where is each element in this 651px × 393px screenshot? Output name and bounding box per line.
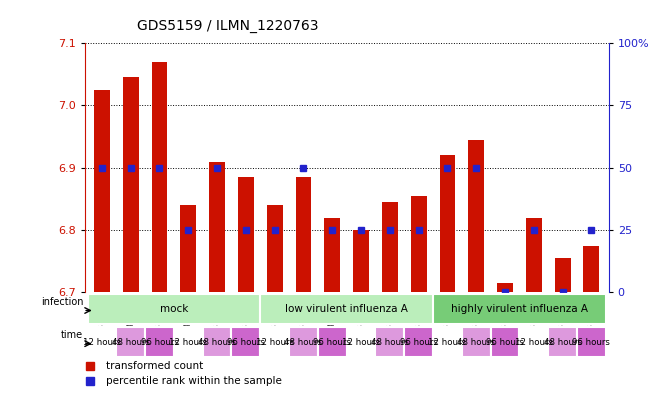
Bar <box>497 283 513 292</box>
Text: infection: infection <box>41 297 83 307</box>
Text: 12 hours: 12 hours <box>256 338 294 347</box>
Bar <box>548 327 577 357</box>
Text: 48 hours: 48 hours <box>544 338 581 347</box>
Text: 12 hours: 12 hours <box>515 338 553 347</box>
Bar <box>260 327 289 357</box>
Bar <box>577 327 606 357</box>
Text: transformed count: transformed count <box>105 361 203 371</box>
Text: 48 hours: 48 hours <box>284 338 322 347</box>
Text: 96 hours: 96 hours <box>227 338 265 347</box>
Bar <box>353 230 369 292</box>
Bar <box>123 77 139 292</box>
Text: percentile rank within the sample: percentile rank within the sample <box>105 376 281 386</box>
Bar <box>583 246 600 292</box>
Bar <box>87 327 117 357</box>
Bar <box>462 327 491 357</box>
Bar <box>202 327 232 357</box>
Text: 12 hours: 12 hours <box>428 338 466 347</box>
Bar <box>260 294 433 324</box>
Bar <box>174 327 202 357</box>
Bar <box>433 327 462 357</box>
Text: mock: mock <box>159 304 188 314</box>
Bar <box>152 62 167 292</box>
Bar <box>519 327 548 357</box>
Bar <box>382 202 398 292</box>
Text: 96 hours: 96 hours <box>572 338 611 347</box>
Bar <box>289 327 318 357</box>
Bar <box>376 327 404 357</box>
Bar <box>555 258 570 292</box>
Bar <box>94 90 110 292</box>
Text: 96 hours: 96 hours <box>141 338 178 347</box>
Text: 48 hours: 48 hours <box>112 338 150 347</box>
Text: 12 hours: 12 hours <box>342 338 380 347</box>
Text: highly virulent influenza A: highly virulent influenza A <box>451 304 588 314</box>
Text: 12 hours: 12 hours <box>83 338 121 347</box>
Bar <box>232 327 260 357</box>
Bar <box>87 294 260 324</box>
Bar <box>411 196 426 292</box>
Bar <box>433 294 606 324</box>
Bar <box>145 327 174 357</box>
Text: 96 hours: 96 hours <box>486 338 524 347</box>
Bar <box>526 218 542 292</box>
Text: 48 hours: 48 hours <box>371 338 409 347</box>
Bar <box>404 327 433 357</box>
Text: 48 hours: 48 hours <box>198 338 236 347</box>
Text: 96 hours: 96 hours <box>313 338 351 347</box>
Bar <box>117 327 145 357</box>
Bar <box>347 327 376 357</box>
Bar <box>267 205 283 292</box>
Bar <box>238 177 254 292</box>
Bar <box>318 327 346 357</box>
Text: GDS5159 / ILMN_1220763: GDS5159 / ILMN_1220763 <box>137 19 318 33</box>
Bar <box>180 205 196 292</box>
Bar <box>324 218 340 292</box>
Bar <box>209 162 225 292</box>
Bar <box>439 155 455 292</box>
Bar <box>468 140 484 292</box>
Text: 12 hours: 12 hours <box>169 338 207 347</box>
Bar <box>491 327 519 357</box>
Bar <box>296 177 311 292</box>
Text: low virulent influenza A: low virulent influenza A <box>285 304 408 314</box>
Text: 48 hours: 48 hours <box>457 338 495 347</box>
Text: 96 hours: 96 hours <box>400 338 437 347</box>
Text: time: time <box>61 331 83 340</box>
